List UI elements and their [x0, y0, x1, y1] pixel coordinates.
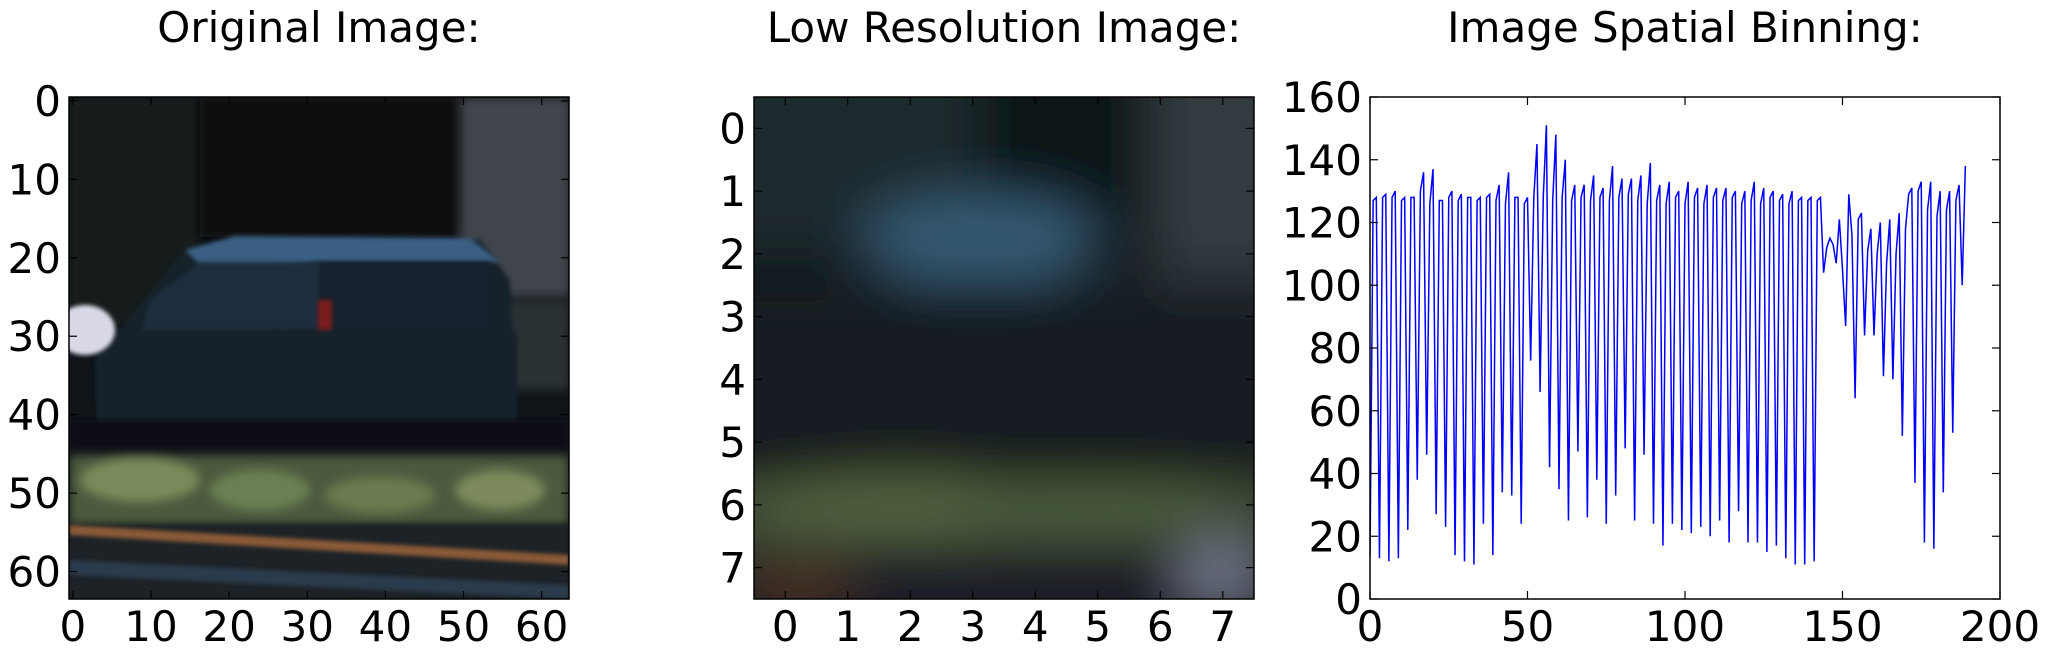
original-y-tick-label: 10	[8, 155, 61, 204]
lowres-x-tick-label: 4	[1022, 602, 1049, 651]
binning-y-tick-label: 40	[1309, 450, 1362, 499]
original-y-tick-label: 0	[34, 77, 61, 126]
original-x-tick-label: 20	[202, 602, 255, 651]
original-x-tick-label: 40	[359, 602, 412, 651]
lowres-y-tick-label: 0	[719, 104, 746, 153]
lowres-x-tick-label: 1	[834, 602, 861, 651]
original-x-tick-label: 60	[515, 602, 568, 651]
panel-lowres-title: Low Resolution Image:	[767, 3, 1242, 52]
lowres-y-tick-label: 4	[719, 355, 746, 404]
original-x-tick-label: 50	[437, 602, 490, 651]
binning-y-tick-label: 60	[1309, 387, 1362, 436]
panel-binning-title: Image Spatial Binning:	[1447, 3, 1923, 52]
original-y-tick-label: 60	[8, 548, 61, 597]
lowres-x-tick-label: 5	[1084, 602, 1111, 651]
original-x-axis: 0 10 20 30 40 50 60	[60, 97, 568, 651]
lowres-y-tick-label: 1	[719, 167, 746, 216]
original-y-tick-label: 40	[8, 391, 61, 440]
panel-original-title: Original Image:	[157, 3, 480, 52]
panel-binning: Image Spatial Binning: 0 50 100 150 200 0 20 4…	[1282, 3, 2040, 651]
lowres-y-tick-label: 6	[719, 481, 746, 530]
binning-x-tick-label: 100	[1645, 602, 1725, 651]
original-x-tick-label: 10	[124, 602, 177, 651]
lowres-y-axis: 0 1 2 3 4 5 6 7	[719, 104, 1254, 593]
original-y-tick-label: 20	[8, 234, 61, 283]
original-x-tick-label: 0	[60, 602, 87, 651]
binning-x-tick-label: 200	[1960, 602, 2040, 651]
original-y-tick-label: 30	[8, 312, 61, 361]
lowres-y-tick-label: 5	[719, 418, 746, 467]
binning-series-line	[1370, 125, 1967, 565]
lowres-x-tick-label: 0	[772, 602, 799, 651]
original-y-axis: 0 10 20 30 40 50 60	[8, 77, 569, 597]
lowres-x-tick-label: 6	[1147, 602, 1174, 651]
lowres-x-tick-label: 3	[959, 602, 986, 651]
binning-y-tick-label: 0	[1335, 575, 1362, 624]
panel-original: Original Image:	[8, 3, 570, 651]
lowres-y-tick-label: 7	[719, 544, 746, 593]
binning-x-tick-label: 50	[1501, 602, 1554, 651]
binning-x-tick-label: 150	[1802, 602, 1882, 651]
lowres-y-tick-label: 2	[719, 230, 746, 279]
original-x-tick-label: 30	[281, 602, 334, 651]
binning-x-tick-label: 0	[1357, 602, 1384, 651]
lowres-y-tick-label: 3	[719, 293, 746, 342]
lowres-image	[754, 97, 1254, 599]
lowres-x-tick-label: 7	[1209, 602, 1236, 651]
original-y-tick-label: 50	[8, 469, 61, 518]
binning-y-tick-label: 80	[1309, 324, 1362, 373]
binning-y-tick-label: 100	[1282, 261, 1362, 310]
binning-y-axis: 0 20 40 60 80 100 120 140 160	[1282, 73, 2000, 624]
binning-y-tick-label: 140	[1282, 136, 1362, 185]
lowres-x-tick-label: 2	[897, 602, 924, 651]
binning-y-tick-label: 160	[1282, 73, 1362, 122]
original-image	[69, 97, 569, 599]
binning-y-tick-label: 120	[1282, 199, 1362, 248]
binning-y-tick-label: 20	[1309, 512, 1362, 561]
binning-x-axis: 0 50 100 150 200	[1357, 97, 2040, 651]
